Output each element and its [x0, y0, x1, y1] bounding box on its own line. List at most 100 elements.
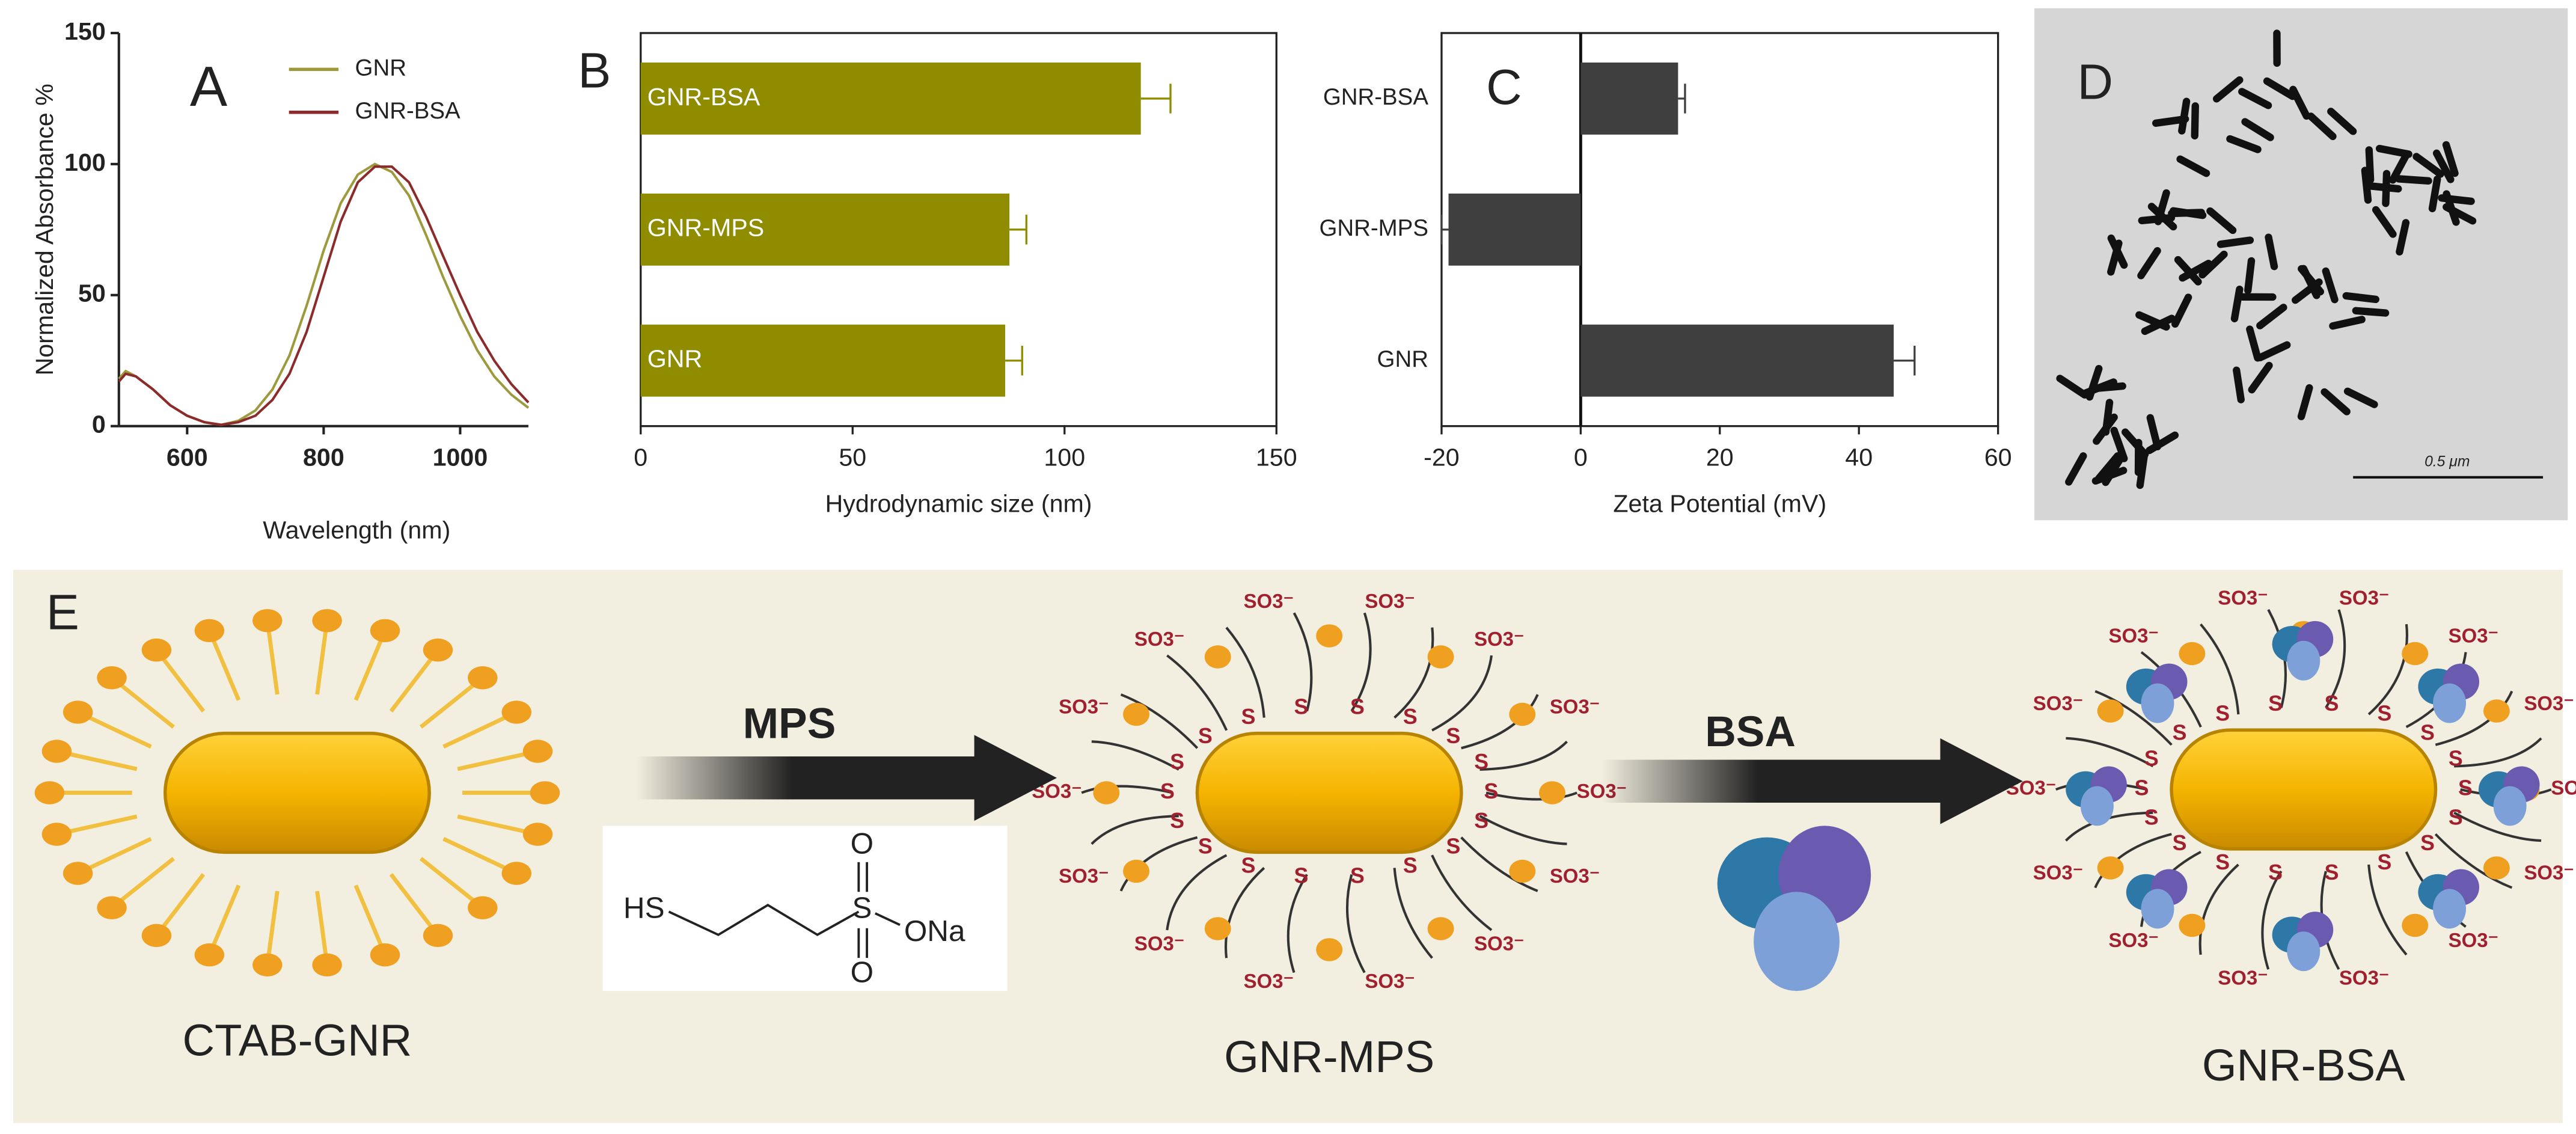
- mps-chain: [2198, 863, 2239, 955]
- x-tick-label: 50: [839, 444, 866, 471]
- rod: [2147, 203, 2177, 231]
- mps-chain: [1166, 854, 1228, 931]
- mps-chain: [2200, 623, 2240, 715]
- ctab-head: [63, 700, 93, 724]
- rod: [2329, 316, 2366, 330]
- ctab-head: [41, 740, 72, 763]
- mps-chain: [1081, 785, 1173, 794]
- rod: [2146, 414, 2162, 450]
- mps-chain: [1119, 836, 1198, 892]
- mps-chain: [1091, 740, 1179, 771]
- ctab-head: [468, 896, 498, 919]
- arrow: [635, 756, 983, 800]
- formula-atom: HS: [623, 892, 665, 925]
- series-line: [118, 162, 530, 426]
- thiol-label: S: [1350, 694, 1365, 719]
- ctab-head: [423, 924, 453, 948]
- legend-label: GNR: [355, 55, 406, 81]
- category-label: GNR-MPS: [1319, 215, 1428, 241]
- arrow: [1602, 759, 1949, 803]
- mps-chain: [1460, 836, 1538, 892]
- thiol-label: S: [2144, 747, 2159, 771]
- rod: [2265, 233, 2278, 271]
- rod: [2110, 426, 2128, 462]
- rod: [2176, 155, 2210, 177]
- mps-chain: [2453, 811, 2542, 842]
- rod: [2352, 307, 2390, 317]
- rod: [2246, 325, 2262, 362]
- ctab-head: [141, 638, 172, 662]
- thiol-label: S: [2449, 805, 2463, 829]
- ctab-head: [1316, 624, 1343, 648]
- sulfonate-label: SO3⁻: [2033, 692, 2083, 714]
- ctab-head: [1204, 917, 1231, 940]
- rod: [2089, 382, 2126, 393]
- protein: [2433, 683, 2467, 723]
- mps-chain: [2325, 609, 2346, 709]
- arrow-head: [974, 735, 1057, 821]
- rod: [2168, 209, 2205, 218]
- sulfonate-label: SO3⁻: [1134, 933, 1184, 955]
- rod: [2256, 341, 2291, 361]
- thiol-label: S: [1446, 724, 1460, 748]
- bar: [640, 324, 1006, 397]
- sulfonate-label: SO3⁻: [1365, 970, 1415, 992]
- ctab-head: [1316, 938, 1343, 961]
- rod: [2364, 182, 2402, 193]
- x-tick-label: -20: [1424, 444, 1460, 471]
- ctab-tail: [389, 873, 440, 937]
- y-tick-label: 0: [92, 411, 106, 438]
- step-label: BSA: [1705, 708, 1796, 756]
- ctab-tail: [265, 620, 280, 695]
- mps-chain: [2094, 833, 2172, 889]
- mps-chain: [1293, 612, 1313, 712]
- ctab-head: [1539, 781, 1565, 805]
- mps-chain: [2261, 870, 2283, 970]
- ctab-head: [501, 700, 531, 724]
- protein: [2141, 889, 2174, 929]
- thiol-label: S: [2173, 831, 2187, 855]
- protein: [2287, 931, 2321, 972]
- thiol-label: S: [1241, 854, 1256, 878]
- x-axis-label: Hydrodynamic size (nm): [825, 489, 1092, 517]
- sulfonate-label: SO3⁻: [2033, 861, 2083, 883]
- y-tick-label: 100: [64, 149, 106, 176]
- thiol-label: S: [2215, 702, 2230, 726]
- ctab-head: [468, 666, 498, 690]
- formula-atom: S: [852, 892, 872, 925]
- mps-chain: [2454, 737, 2542, 768]
- sulfonate-label: SO3⁻: [1244, 970, 1294, 992]
- rod: [2442, 141, 2459, 177]
- thiol-label: S: [2268, 691, 2283, 716]
- x-tick-label: 800: [303, 444, 344, 471]
- rod: [2085, 364, 2103, 401]
- formula-box: [602, 826, 1008, 991]
- ctab-head: [194, 943, 225, 967]
- ctab-tail: [265, 890, 280, 966]
- mps-chain: [1120, 693, 1199, 749]
- ctab-head: [194, 619, 225, 643]
- ctab-head: [522, 823, 553, 846]
- ctab-head: [2179, 913, 2206, 937]
- thiol-label: S: [1160, 779, 1175, 803]
- thiol-label: S: [1198, 724, 1213, 748]
- thiol-label: S: [1198, 835, 1213, 859]
- ctab-head: [370, 943, 400, 967]
- ctab-tail: [207, 630, 241, 701]
- ctab-head: [2402, 642, 2429, 666]
- stage-label: GNR-MPS: [1224, 1032, 1434, 1082]
- category-label: GNR-BSA: [647, 83, 760, 111]
- rod: [2107, 239, 2123, 276]
- protein: [1754, 892, 1840, 991]
- ctab-tail: [315, 890, 329, 966]
- ctab-head: [423, 638, 453, 662]
- panel-label: B: [578, 43, 611, 98]
- mps-chain: [1286, 874, 1308, 973]
- thiol-label: S: [1403, 705, 1418, 729]
- x-tick-label: 40: [1845, 444, 1873, 471]
- sulfonate-label: SO3⁻: [2218, 587, 2268, 609]
- thiol-label: S: [2420, 721, 2435, 745]
- x-tick-label: 150: [1256, 444, 1297, 471]
- thiol-label: S: [2173, 721, 2187, 745]
- formula-bonds: [668, 904, 860, 936]
